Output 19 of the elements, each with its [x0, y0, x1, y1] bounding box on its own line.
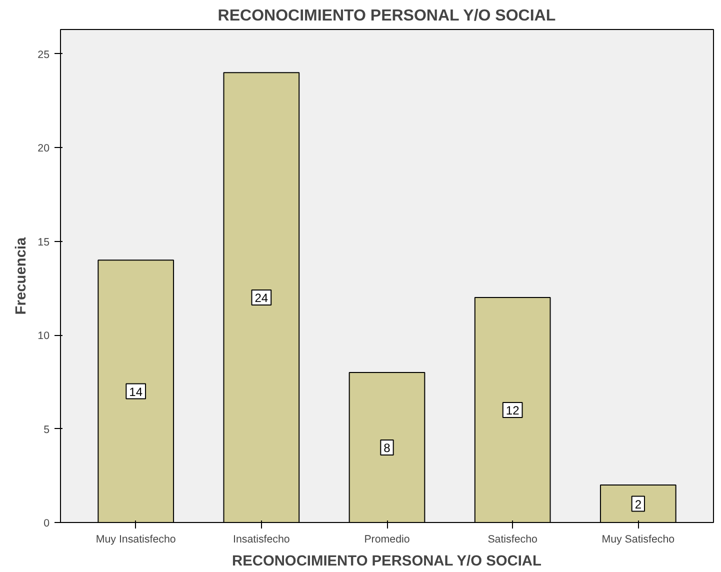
data-label: 12 [506, 404, 520, 418]
data-label: 14 [129, 384, 143, 399]
x-tick-label: Muy Insatisfecho [96, 534, 176, 546]
y-tick-label: 25 [38, 48, 50, 61]
data-label: 8 [384, 441, 391, 456]
y-tick-label: 10 [38, 330, 50, 342]
y-tick-label: 0 [44, 518, 50, 530]
x-tick-label: Insatisfecho [232, 534, 290, 546]
y-tick-label: 15 [38, 236, 50, 248]
x-tick-label: Muy Satisfecho [602, 534, 675, 546]
chart-title: RECONOCIMIENTO PERSONAL Y/O SOCIAL [218, 8, 556, 24]
x-tick-label: Promedio [364, 534, 410, 546]
data-label: 2 [634, 497, 642, 512]
y-tick-label: 20 [38, 142, 50, 155]
data-label: 24 [254, 291, 268, 306]
y-tick-label: 5 [44, 424, 50, 436]
x-axis-title: RECONOCIMIENTO PERSONAL Y/O SOCIAL [232, 554, 542, 570]
y-axis-title: Frecuencia [14, 236, 30, 315]
x-tick-label: Satisfecho [488, 534, 538, 546]
